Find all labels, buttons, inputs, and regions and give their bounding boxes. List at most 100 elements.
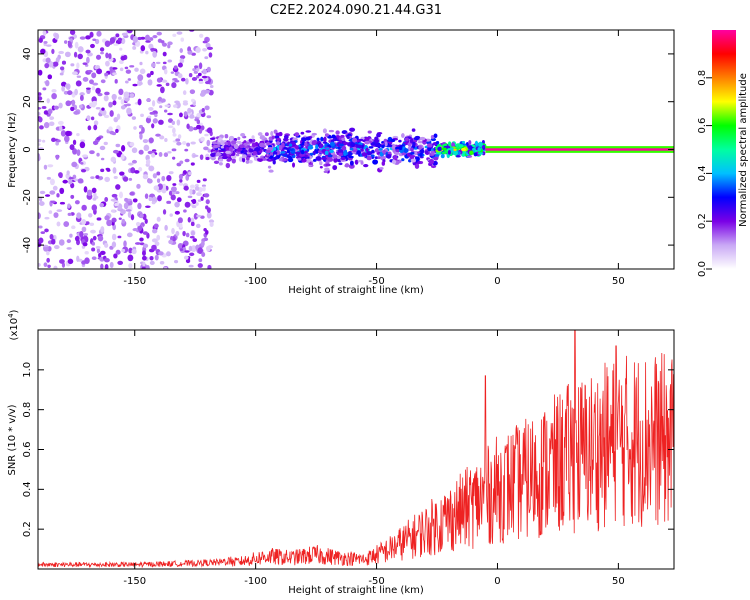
spectrogram-cell xyxy=(100,263,104,269)
spectrogram-cell xyxy=(119,47,123,51)
spectrogram-cell xyxy=(151,123,155,129)
spectrogram-cell xyxy=(158,119,164,125)
spectrogram-cell xyxy=(191,98,195,103)
colorbar-tick-label: 0.4 xyxy=(697,165,708,181)
spectrogram-cell xyxy=(357,144,362,149)
spectrogram-cell xyxy=(428,159,435,165)
spectrogram-cell xyxy=(167,125,174,129)
spectrogram-cell xyxy=(220,140,225,146)
spectrogram-cell xyxy=(295,151,301,155)
spectrogram-cell xyxy=(117,235,122,239)
spectrogram-cell xyxy=(120,55,126,61)
spectrogram-cell xyxy=(471,147,476,151)
spectrogram-cell xyxy=(276,149,281,156)
spectrogram-cell xyxy=(189,188,193,195)
spectrogram-cell xyxy=(76,75,82,78)
spectrogram-cell xyxy=(340,134,345,138)
spectrogram-cell xyxy=(151,201,156,205)
spectrogram-cell xyxy=(128,263,133,269)
spectrogram-cell xyxy=(61,86,65,92)
spectrogram-cell xyxy=(99,145,106,151)
spectrogram-cell xyxy=(177,62,183,68)
spectrogram-cell xyxy=(305,130,312,133)
spectrogram-cell xyxy=(113,253,118,259)
spectrogram-cell xyxy=(92,82,99,86)
spectrogram-cell xyxy=(131,159,138,164)
spectrogram-cell xyxy=(288,143,293,147)
spectrogram-cell xyxy=(327,136,333,139)
spectrogram-cell xyxy=(138,149,144,155)
spectrogram-cell xyxy=(49,178,55,186)
spectrogram-cell xyxy=(92,235,97,241)
colorbar-tick-label: 0.2 xyxy=(697,213,708,229)
spectrogram-cell xyxy=(414,163,420,169)
spectrogram-cell xyxy=(149,256,154,261)
spectrogram-cell xyxy=(132,36,138,43)
spectrogram-cell xyxy=(132,45,137,50)
spectrogram-cell xyxy=(189,235,195,239)
spectrogram-cell xyxy=(198,128,203,134)
spectrogram-cell xyxy=(91,187,97,194)
spectrogram-cell xyxy=(148,106,154,111)
spectrogram-cell xyxy=(343,151,347,157)
spectrogram-cell xyxy=(220,145,225,149)
spectrogram-cell xyxy=(177,217,183,224)
spectrogram-cell xyxy=(126,30,133,34)
spectrogram-cell xyxy=(106,219,113,227)
spectrogram-cell xyxy=(60,130,67,137)
spectrogram-cell xyxy=(129,191,135,196)
spectrogram-cell xyxy=(115,249,121,255)
spectrogram-cell xyxy=(46,251,50,256)
spectrogram-cell xyxy=(164,224,168,231)
snr-x-axis-label: Height of straight line (km) xyxy=(288,585,424,596)
spectrogram-cell xyxy=(151,62,156,68)
spectrogram-cell xyxy=(477,147,481,152)
spectrogram-cell xyxy=(74,41,79,49)
spectrogram-cell xyxy=(90,176,95,179)
spectrogram-cell xyxy=(222,153,227,158)
spectrogram-cell xyxy=(131,147,138,154)
spectrogram-cell xyxy=(240,150,245,154)
spectrogram-cell xyxy=(151,244,157,251)
spectrogram-cell xyxy=(375,143,381,148)
spectrogram-cell xyxy=(104,40,111,47)
spectrogram-cell xyxy=(184,201,191,208)
spectrogram-cell xyxy=(228,146,233,152)
spectrogram-cell xyxy=(156,234,161,241)
spectrogram-cell xyxy=(133,126,137,130)
spectrogram-cell xyxy=(156,171,161,176)
spectrogram-cell xyxy=(121,218,126,224)
spectrogram-cell xyxy=(211,157,216,161)
spectrogram-cell xyxy=(204,105,210,111)
spectrogram-cell xyxy=(206,127,213,134)
spectrogram-cell xyxy=(152,34,158,39)
spectrogram-cell xyxy=(145,159,151,165)
spectrogram-cell xyxy=(395,149,400,153)
spectrogram-cell xyxy=(305,158,311,163)
spectrogram-cell xyxy=(45,57,51,63)
spectrogram-cell xyxy=(56,139,61,143)
snr-x-ticks: -150 -100 -50 0 50 xyxy=(123,330,625,587)
spectrogram-cell xyxy=(156,77,162,83)
spectrogram-cell xyxy=(360,148,364,152)
spectrogram-cell xyxy=(105,52,109,59)
spectrogram-cell xyxy=(106,168,111,172)
spectrogram-cell xyxy=(312,159,317,162)
spectrogram-cell xyxy=(67,212,72,217)
spectrogram-cell xyxy=(278,157,283,162)
spectrogram-cell xyxy=(182,90,187,96)
spectrogram-cell xyxy=(152,228,158,234)
spectrogram-cell xyxy=(196,179,201,183)
spectrogram-cell xyxy=(202,186,206,192)
spectrogram-cell xyxy=(38,116,43,123)
spectrogram-cell xyxy=(104,196,109,202)
spectrogram-cell xyxy=(86,189,93,197)
spectrogram-cell xyxy=(170,194,176,201)
spectrogram-cell xyxy=(172,33,177,38)
spectrogram-cell xyxy=(39,197,43,202)
spectrogram-cell xyxy=(419,136,426,141)
spectrogram-cell xyxy=(361,152,368,157)
spectrogram-cell xyxy=(466,155,473,158)
spectrogram-cell xyxy=(403,148,409,154)
spectrogram-cell xyxy=(321,157,327,160)
